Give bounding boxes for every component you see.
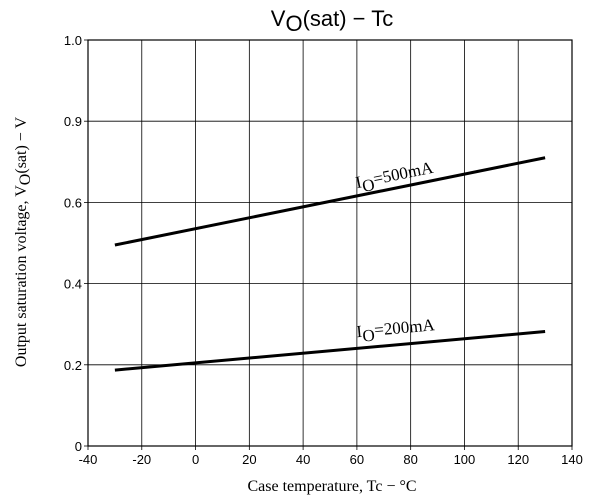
y-tick-label: 0.2 (64, 358, 82, 373)
x-tick-label: 60 (350, 452, 364, 467)
x-axis-label: Case temperature, Tc − °C (247, 478, 416, 495)
y-tick-labels: 0 0.2 0.4 0.6 0.9 1.0 (64, 33, 82, 454)
series-line-1 (114, 330, 546, 372)
y-tick-label: 0.9 (64, 114, 82, 129)
x-tick-label: 80 (403, 452, 417, 467)
x-tick-label: -20 (132, 452, 151, 467)
plot-frame (87, 39, 573, 447)
x-tick-labels: -40 -20 0 20 40 60 80 100 120 140 (79, 452, 583, 467)
y-tick-label: 0 (75, 439, 82, 454)
x-tick-label: 140 (561, 452, 583, 467)
series-label-0: IO=500mA (354, 158, 436, 197)
x-tick-label: 100 (454, 452, 476, 467)
x-tick-label: 120 (507, 452, 529, 467)
y-tick-label: 0.6 (64, 195, 82, 210)
grid-lines (84, 39, 573, 450)
x-tick-label: -40 (79, 452, 98, 467)
x-tick-label: 40 (296, 452, 310, 467)
series-line-0 (114, 156, 546, 247)
y-tick-label: 1.0 (64, 33, 82, 48)
y-tick-label: 0.4 (64, 277, 82, 292)
x-tick-label: 0 (192, 452, 199, 467)
chart-title: VO(sat) − Tc (271, 6, 394, 36)
y-axis-label: Output saturation voltage, VO(sat) − V (13, 116, 34, 367)
x-tick-label: 20 (242, 452, 256, 467)
